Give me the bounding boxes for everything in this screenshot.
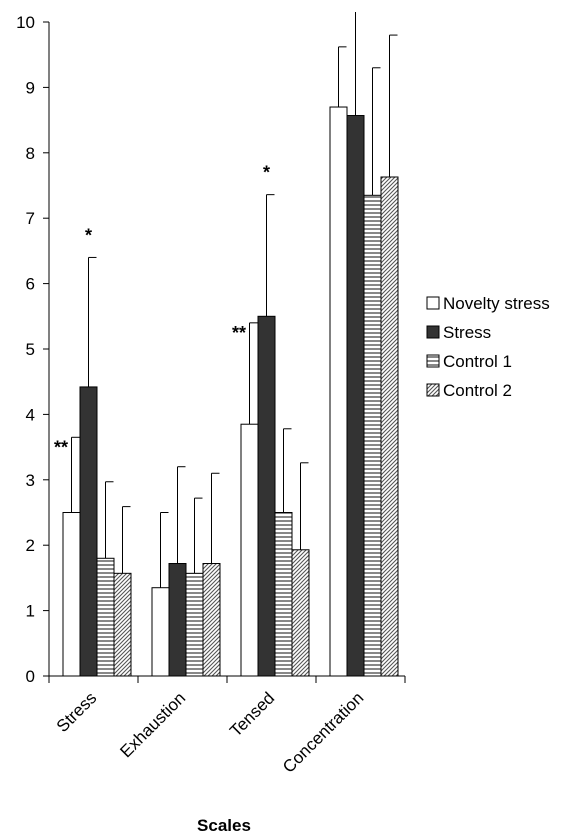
bar bbox=[240, 423, 259, 677]
bar bbox=[291, 549, 310, 677]
legend-swatch bbox=[426, 296, 440, 310]
legend-swatch bbox=[426, 325, 440, 339]
x-category-label: Stress bbox=[53, 688, 101, 736]
y-tick-label: 7 bbox=[26, 209, 35, 228]
legend-swatch bbox=[426, 383, 440, 397]
y-tick-label: 5 bbox=[26, 340, 35, 359]
bar bbox=[96, 557, 115, 677]
y-tick-label: 9 bbox=[26, 78, 35, 97]
legend-entry-label: Control 2 bbox=[443, 381, 512, 400]
legend-swatch bbox=[426, 354, 440, 368]
bar bbox=[62, 512, 81, 677]
y-tick-label: 0 bbox=[26, 667, 35, 686]
y-tick-label: 6 bbox=[26, 275, 35, 294]
significance-label: ** bbox=[232, 323, 246, 343]
bar bbox=[79, 386, 98, 677]
bar bbox=[380, 176, 399, 677]
y-tick-label: 4 bbox=[26, 405, 35, 424]
legend: Novelty stress Stress Control 1 Control 2 bbox=[426, 294, 550, 400]
legend-entry-label: Novelty stress bbox=[443, 294, 550, 313]
bar bbox=[363, 194, 382, 677]
significance-label: * bbox=[85, 225, 92, 245]
bar bbox=[168, 563, 187, 677]
bar bbox=[151, 587, 170, 677]
significance-label: * bbox=[263, 163, 270, 183]
bar bbox=[202, 563, 221, 677]
bar bbox=[329, 106, 348, 677]
y-tick-label: 1 bbox=[26, 602, 35, 621]
x-category-label: Tensed bbox=[226, 688, 278, 740]
bar bbox=[113, 572, 132, 677]
x-category-label: Exhaustion bbox=[116, 688, 189, 761]
legend-entry-label: Control 1 bbox=[443, 352, 512, 371]
y-tick-label: 3 bbox=[26, 471, 35, 490]
legend-entry-label: Stress bbox=[443, 323, 491, 342]
bar bbox=[185, 572, 204, 677]
y-tick-label: 8 bbox=[26, 144, 35, 163]
x-category-label: Concentration bbox=[279, 688, 367, 776]
bar bbox=[346, 115, 365, 677]
x-axis-title: Scales bbox=[197, 816, 251, 835]
bar bbox=[257, 315, 276, 677]
bar bbox=[274, 512, 293, 677]
y-tick-label: 2 bbox=[26, 536, 35, 555]
y-tick-label: 10 bbox=[16, 13, 35, 32]
significance-label: ** bbox=[54, 437, 68, 457]
